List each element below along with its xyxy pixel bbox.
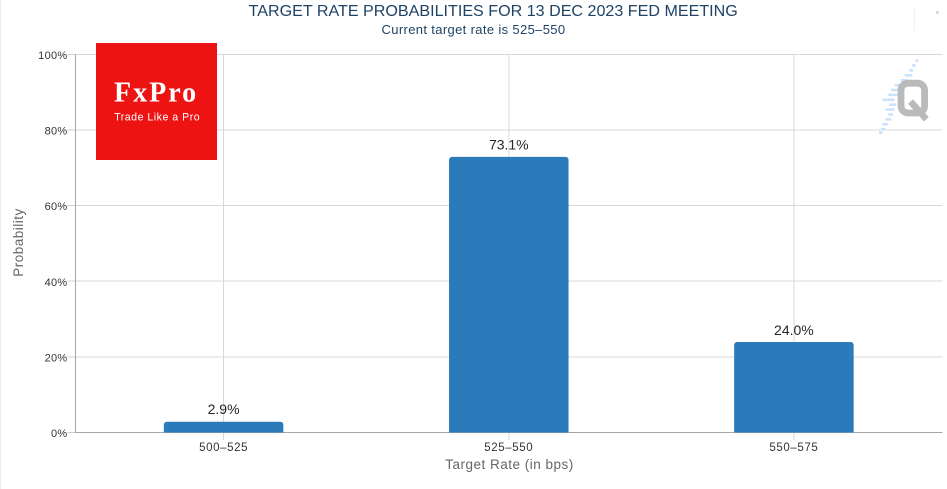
svg-text:24.0%: 24.0% [774,322,814,338]
svg-text:Current target rate is 525–550: Current target rate is 525–550 [382,22,566,37]
svg-text:80%: 80% [45,126,68,138]
svg-text:0%: 0% [51,428,68,440]
svg-text:60%: 60% [45,201,68,213]
svg-text:40%: 40% [45,277,68,289]
svg-text:TARGET RATE PROBABILITIES FOR: TARGET RATE PROBABILITIES FOR 13 DEC 202… [249,2,738,20]
svg-text:73.1%: 73.1% [489,137,529,153]
svg-text:20%: 20% [45,353,68,365]
svg-text:Target Rate (in bps): Target Rate (in bps) [445,457,574,472]
svg-text:500–525: 500–525 [199,442,248,454]
svg-text:2.9%: 2.9% [208,401,240,417]
svg-text:Probability: Probability [11,208,26,277]
svg-text:Trade Like a Pro: Trade Like a Pro [114,112,200,124]
svg-text:100%: 100% [38,50,67,62]
svg-text:FxPro: FxPro [114,77,198,108]
svg-text:525–550: 525–550 [484,442,533,454]
svg-text:550–575: 550–575 [769,442,818,454]
